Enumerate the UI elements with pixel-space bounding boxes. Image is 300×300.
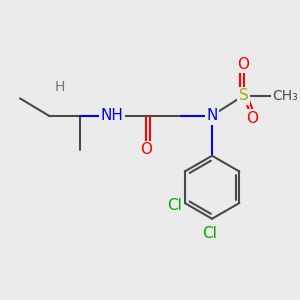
Text: CH₃: CH₃ [272, 88, 298, 103]
Text: O: O [238, 56, 250, 71]
Text: Cl: Cl [167, 198, 182, 213]
Text: S: S [239, 88, 248, 103]
Text: H: H [55, 80, 65, 94]
Text: O: O [246, 111, 258, 126]
Text: O: O [140, 142, 152, 158]
Text: Cl: Cl [202, 226, 217, 241]
Text: N: N [206, 108, 218, 123]
Text: NH: NH [100, 108, 123, 123]
